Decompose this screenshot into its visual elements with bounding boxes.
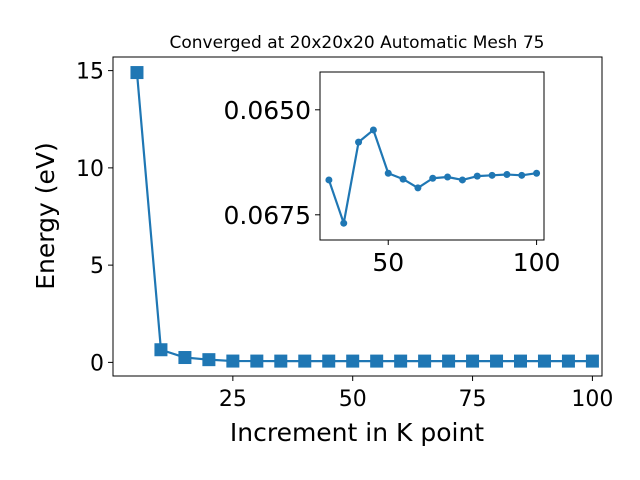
- inset-plot-background: [320, 72, 544, 240]
- main-data-point: [514, 354, 527, 368]
- main-data-point: [250, 354, 264, 368]
- main-x-tick-label: 50: [339, 387, 367, 412]
- chart-title: Converged at 20x20x20 Automatic Mesh 75: [170, 33, 545, 53]
- main-series: [130, 66, 599, 368]
- main-x-tick-label: 100: [571, 387, 613, 412]
- inset-data-point: [503, 170, 511, 178]
- main-data-point: [322, 354, 336, 368]
- main-data-point: [226, 354, 240, 368]
- main-data-point: [130, 66, 144, 80]
- main-y-tick-label: 0: [90, 351, 104, 376]
- main-y-tick-label: 5: [90, 254, 104, 279]
- main-data-point: [154, 343, 168, 357]
- main-ticks: 25 50 75 100 0 5 10 15: [76, 60, 613, 412]
- x-axis-label: Increment in K point: [230, 418, 484, 447]
- inset-data-point: [399, 175, 407, 183]
- inset-y-tick-label: 0.0650: [224, 96, 311, 125]
- main-data-point: [466, 354, 480, 368]
- inset-ticks: 50 100 0.0650 0.0675: [224, 96, 561, 277]
- main-data-point: [370, 354, 384, 368]
- main-data-point: [202, 353, 216, 367]
- inset-x-tick-label: 50: [372, 248, 404, 277]
- inset-data-point: [473, 172, 481, 180]
- main-data-point: [394, 354, 408, 368]
- main-data-point: [346, 354, 360, 368]
- inset-data-point: [340, 219, 348, 227]
- main-data-point: [274, 354, 288, 368]
- inset-data-point: [325, 176, 333, 184]
- inset-data-point: [369, 126, 377, 134]
- main-data-point: [490, 354, 504, 368]
- main-y-tick-label: 15: [76, 60, 104, 85]
- main-data-point: [298, 354, 312, 368]
- inset-y-tick-label: 0.0675: [224, 201, 311, 230]
- main-x-tick-label: 25: [219, 387, 247, 412]
- y-axis-label: Energy (eV): [31, 142, 60, 289]
- inset-data-point: [533, 169, 541, 177]
- inset-data-point: [488, 171, 496, 179]
- inset-data-point: [384, 169, 392, 177]
- main-data-point: [178, 351, 192, 365]
- main-plot-frame: [112, 56, 603, 377]
- main-data-point: [418, 354, 432, 368]
- main-data-point: [561, 354, 575, 368]
- main-data-point: [442, 354, 456, 368]
- inset-data-point: [518, 171, 526, 179]
- inset-data-point: [355, 138, 363, 146]
- main-y-tick-label: 10: [76, 157, 104, 182]
- main-data-point: [585, 354, 599, 368]
- main-data-point: [537, 354, 551, 368]
- inset-series: [325, 126, 541, 227]
- inset-x-tick-label: 100: [513, 248, 561, 277]
- inset-data-point: [444, 173, 452, 181]
- inset-plot-frame: [319, 71, 545, 241]
- inset-data-point: [414, 184, 422, 192]
- inset-data-point: [458, 176, 466, 184]
- main-x-tick-label: 75: [459, 387, 487, 412]
- inset-data-point: [429, 174, 437, 182]
